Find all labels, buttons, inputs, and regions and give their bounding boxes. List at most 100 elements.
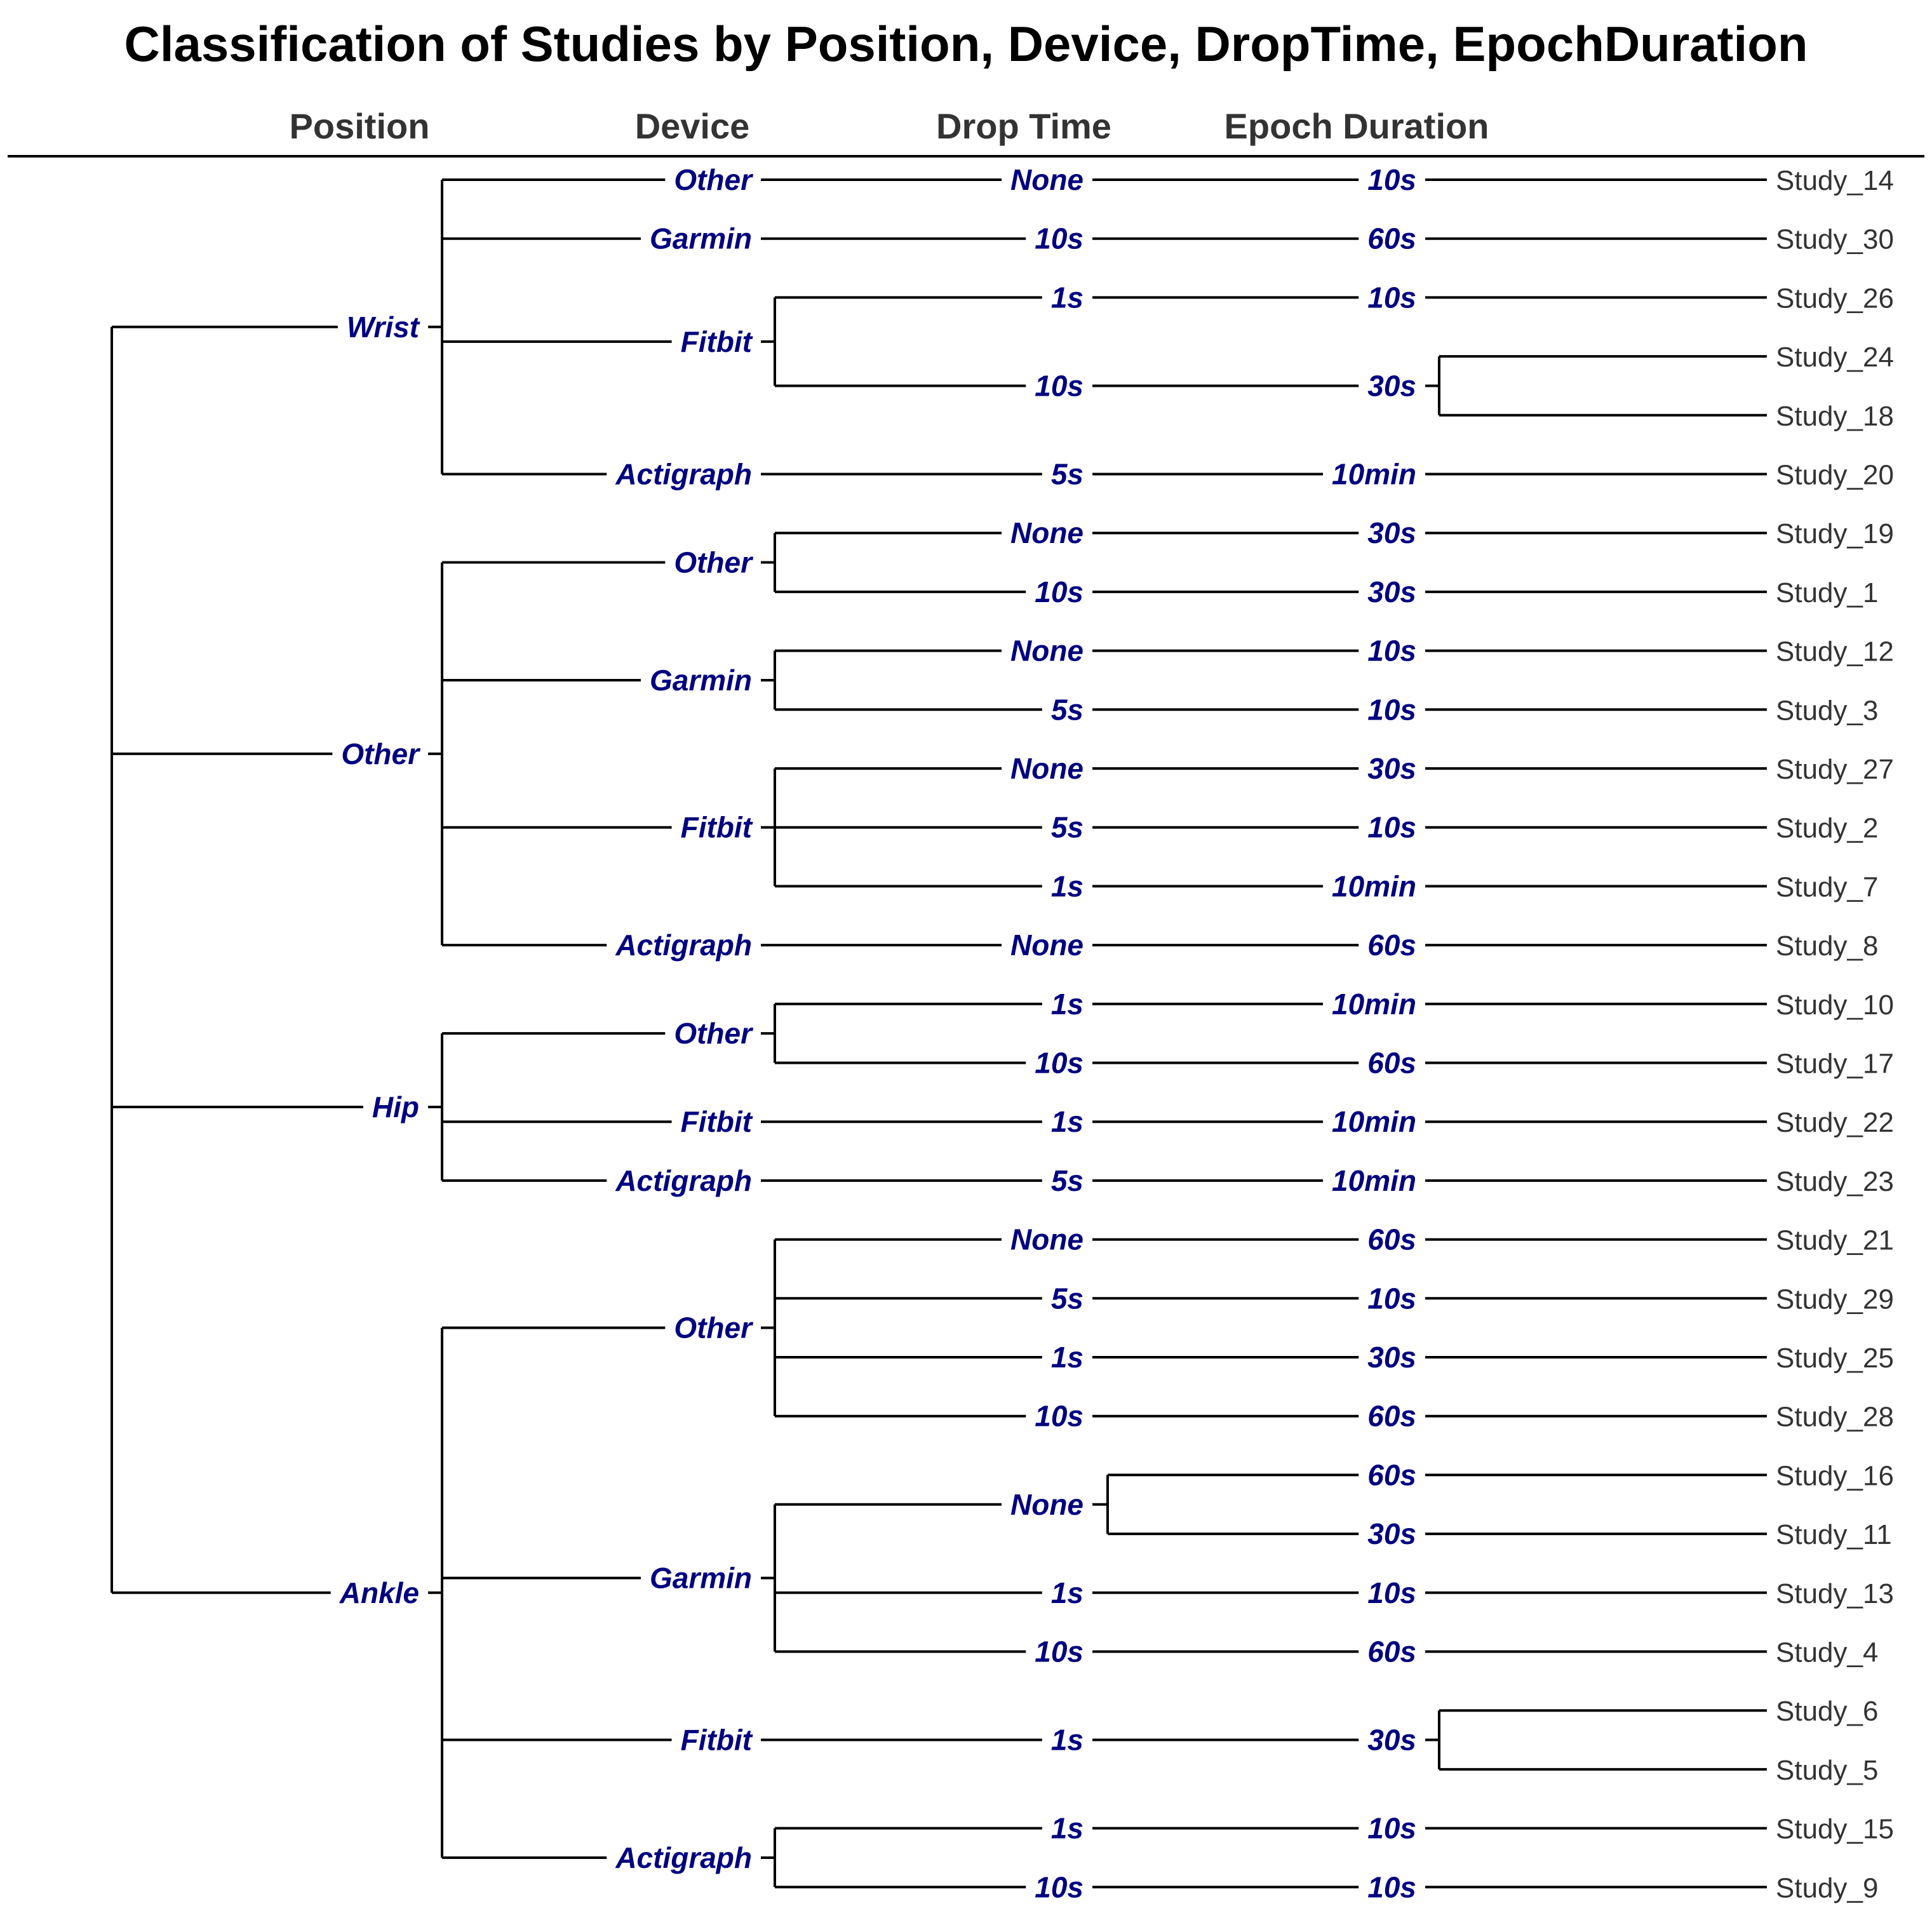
device-label: Garmin (650, 1562, 752, 1595)
epoch-duration-label: 60s (1367, 1047, 1416, 1080)
epoch-duration-label: 10min (1332, 988, 1416, 1021)
drop-time-label: 1s (1051, 1812, 1083, 1845)
epoch-duration-label: 10s (1367, 1282, 1416, 1315)
column-header-device: Device (635, 106, 750, 146)
drop-time-label: None (1010, 516, 1083, 549)
drop-time-label: None (1010, 929, 1083, 962)
study-label: Study_20 (1776, 460, 1894, 491)
epoch-duration-label: 30s (1367, 369, 1416, 402)
epoch-duration-label: 60s (1367, 1458, 1416, 1491)
study-label: Study_2 (1776, 813, 1878, 844)
study-label: Study_21 (1776, 1225, 1894, 1256)
drop-time-label: 1s (1051, 988, 1083, 1021)
epoch-duration-label: 10min (1332, 1105, 1416, 1138)
device-label: Actigraph (615, 1841, 752, 1874)
epoch-duration-label: 10s (1367, 1576, 1416, 1609)
study-label: Study_22 (1776, 1107, 1894, 1138)
study-label: Study_7 (1776, 871, 1878, 902)
position-label: Other (341, 737, 420, 770)
drop-time-label: 10s (1035, 1047, 1083, 1080)
study-label: Study_30 (1776, 224, 1894, 255)
epoch-duration-label: 60s (1367, 1400, 1416, 1433)
device-label: Fitbit (681, 811, 753, 844)
device-label: Actigraph (615, 929, 752, 962)
drop-time-label: 5s (1051, 458, 1083, 491)
drop-time-label: None (1010, 634, 1083, 667)
position-label: Ankle (339, 1576, 419, 1609)
epoch-duration-label: 30s (1367, 575, 1416, 608)
drop-time-label: None (1010, 752, 1083, 785)
drop-time-label: 1s (1051, 1724, 1083, 1757)
device-label: Fitbit (681, 325, 753, 358)
drop-time-label: None (1010, 163, 1083, 196)
drop-time-label: 1s (1051, 281, 1083, 314)
epoch-duration-label: 10s (1367, 693, 1416, 726)
drop-time-label: 10s (1035, 222, 1083, 255)
study-label: Study_5 (1776, 1755, 1878, 1786)
study-label: Study_1 (1776, 577, 1878, 608)
epoch-duration-label: 60s (1367, 929, 1416, 962)
drop-time-label: None (1010, 1223, 1083, 1256)
drop-time-label: 5s (1051, 1164, 1083, 1197)
epoch-duration-label: 10min (1332, 869, 1416, 902)
study-label: Study_10 (1776, 989, 1894, 1021)
drop-time-label: 1s (1051, 869, 1083, 902)
position-label: Hip (372, 1090, 419, 1124)
tree-layer: Wrist Other None 10s Study_14 Garmin 10s 60s Stu… (111, 163, 1894, 1903)
epoch-duration-label: 10s (1367, 811, 1416, 844)
epoch-duration-label: 30s (1367, 752, 1416, 785)
device-label: Fitbit (681, 1724, 753, 1757)
study-label: Study_12 (1776, 636, 1894, 667)
device-label: Garmin (650, 222, 752, 255)
epoch-duration-label: 30s (1367, 516, 1416, 549)
epoch-duration-label: 10s (1367, 1812, 1416, 1845)
study-label: Study_14 (1776, 165, 1894, 196)
column-header-drop-time: Drop Time (936, 106, 1111, 146)
study-label: Study_24 (1776, 342, 1894, 373)
position-label: Wrist (347, 311, 420, 344)
device-label: Fitbit (681, 1105, 753, 1138)
epoch-duration-label: 60s (1367, 1635, 1416, 1668)
epoch-duration-label: 60s (1367, 222, 1416, 255)
epoch-duration-label: 30s (1367, 1517, 1416, 1550)
drop-time-label: 1s (1051, 1105, 1083, 1138)
study-label: Study_23 (1776, 1166, 1894, 1197)
drop-time-label: 1s (1051, 1341, 1083, 1374)
drop-time-label: 1s (1051, 1576, 1083, 1609)
study-label: Study_16 (1776, 1460, 1894, 1491)
epoch-duration-label: 10s (1367, 281, 1416, 314)
epoch-duration-label: 60s (1367, 1223, 1416, 1256)
epoch-duration-label: 30s (1367, 1341, 1416, 1374)
study-label: Study_27 (1776, 754, 1894, 785)
study-label: Study_13 (1776, 1578, 1894, 1609)
study-label: Study_8 (1776, 930, 1878, 962)
device-label: Garmin (650, 664, 752, 697)
drop-time-label: 10s (1035, 369, 1083, 402)
device-label: Other (674, 163, 753, 196)
study-label: Study_26 (1776, 283, 1894, 314)
drop-time-label: 5s (1051, 1282, 1083, 1315)
device-label: Other (674, 546, 753, 579)
epoch-duration-label: 10s (1367, 1870, 1416, 1903)
epoch-duration-label: 10s (1367, 163, 1416, 196)
drop-time-label: 5s (1051, 693, 1083, 726)
epoch-duration-label: 30s (1367, 1724, 1416, 1757)
study-label: Study_19 (1776, 518, 1894, 549)
column-header-epoch-duration: Epoch Duration (1224, 106, 1489, 146)
study-label: Study_6 (1776, 1696, 1878, 1727)
drop-time-label: 10s (1035, 1400, 1083, 1433)
device-label: Other (674, 1311, 753, 1345)
study-label: Study_9 (1776, 1872, 1878, 1903)
study-label: Study_3 (1776, 695, 1878, 726)
study-label: Study_15 (1776, 1814, 1894, 1845)
study-label: Study_29 (1776, 1284, 1894, 1315)
column-header-position: Position (290, 106, 430, 146)
drop-time-label: None (1010, 1488, 1083, 1521)
device-label: Other (674, 1017, 753, 1050)
drop-time-label: 10s (1035, 575, 1083, 608)
study-label: Study_25 (1776, 1343, 1894, 1374)
drop-time-label: 10s (1035, 1870, 1083, 1903)
device-label: Actigraph (615, 1164, 752, 1197)
drop-time-label: 10s (1035, 1635, 1083, 1668)
